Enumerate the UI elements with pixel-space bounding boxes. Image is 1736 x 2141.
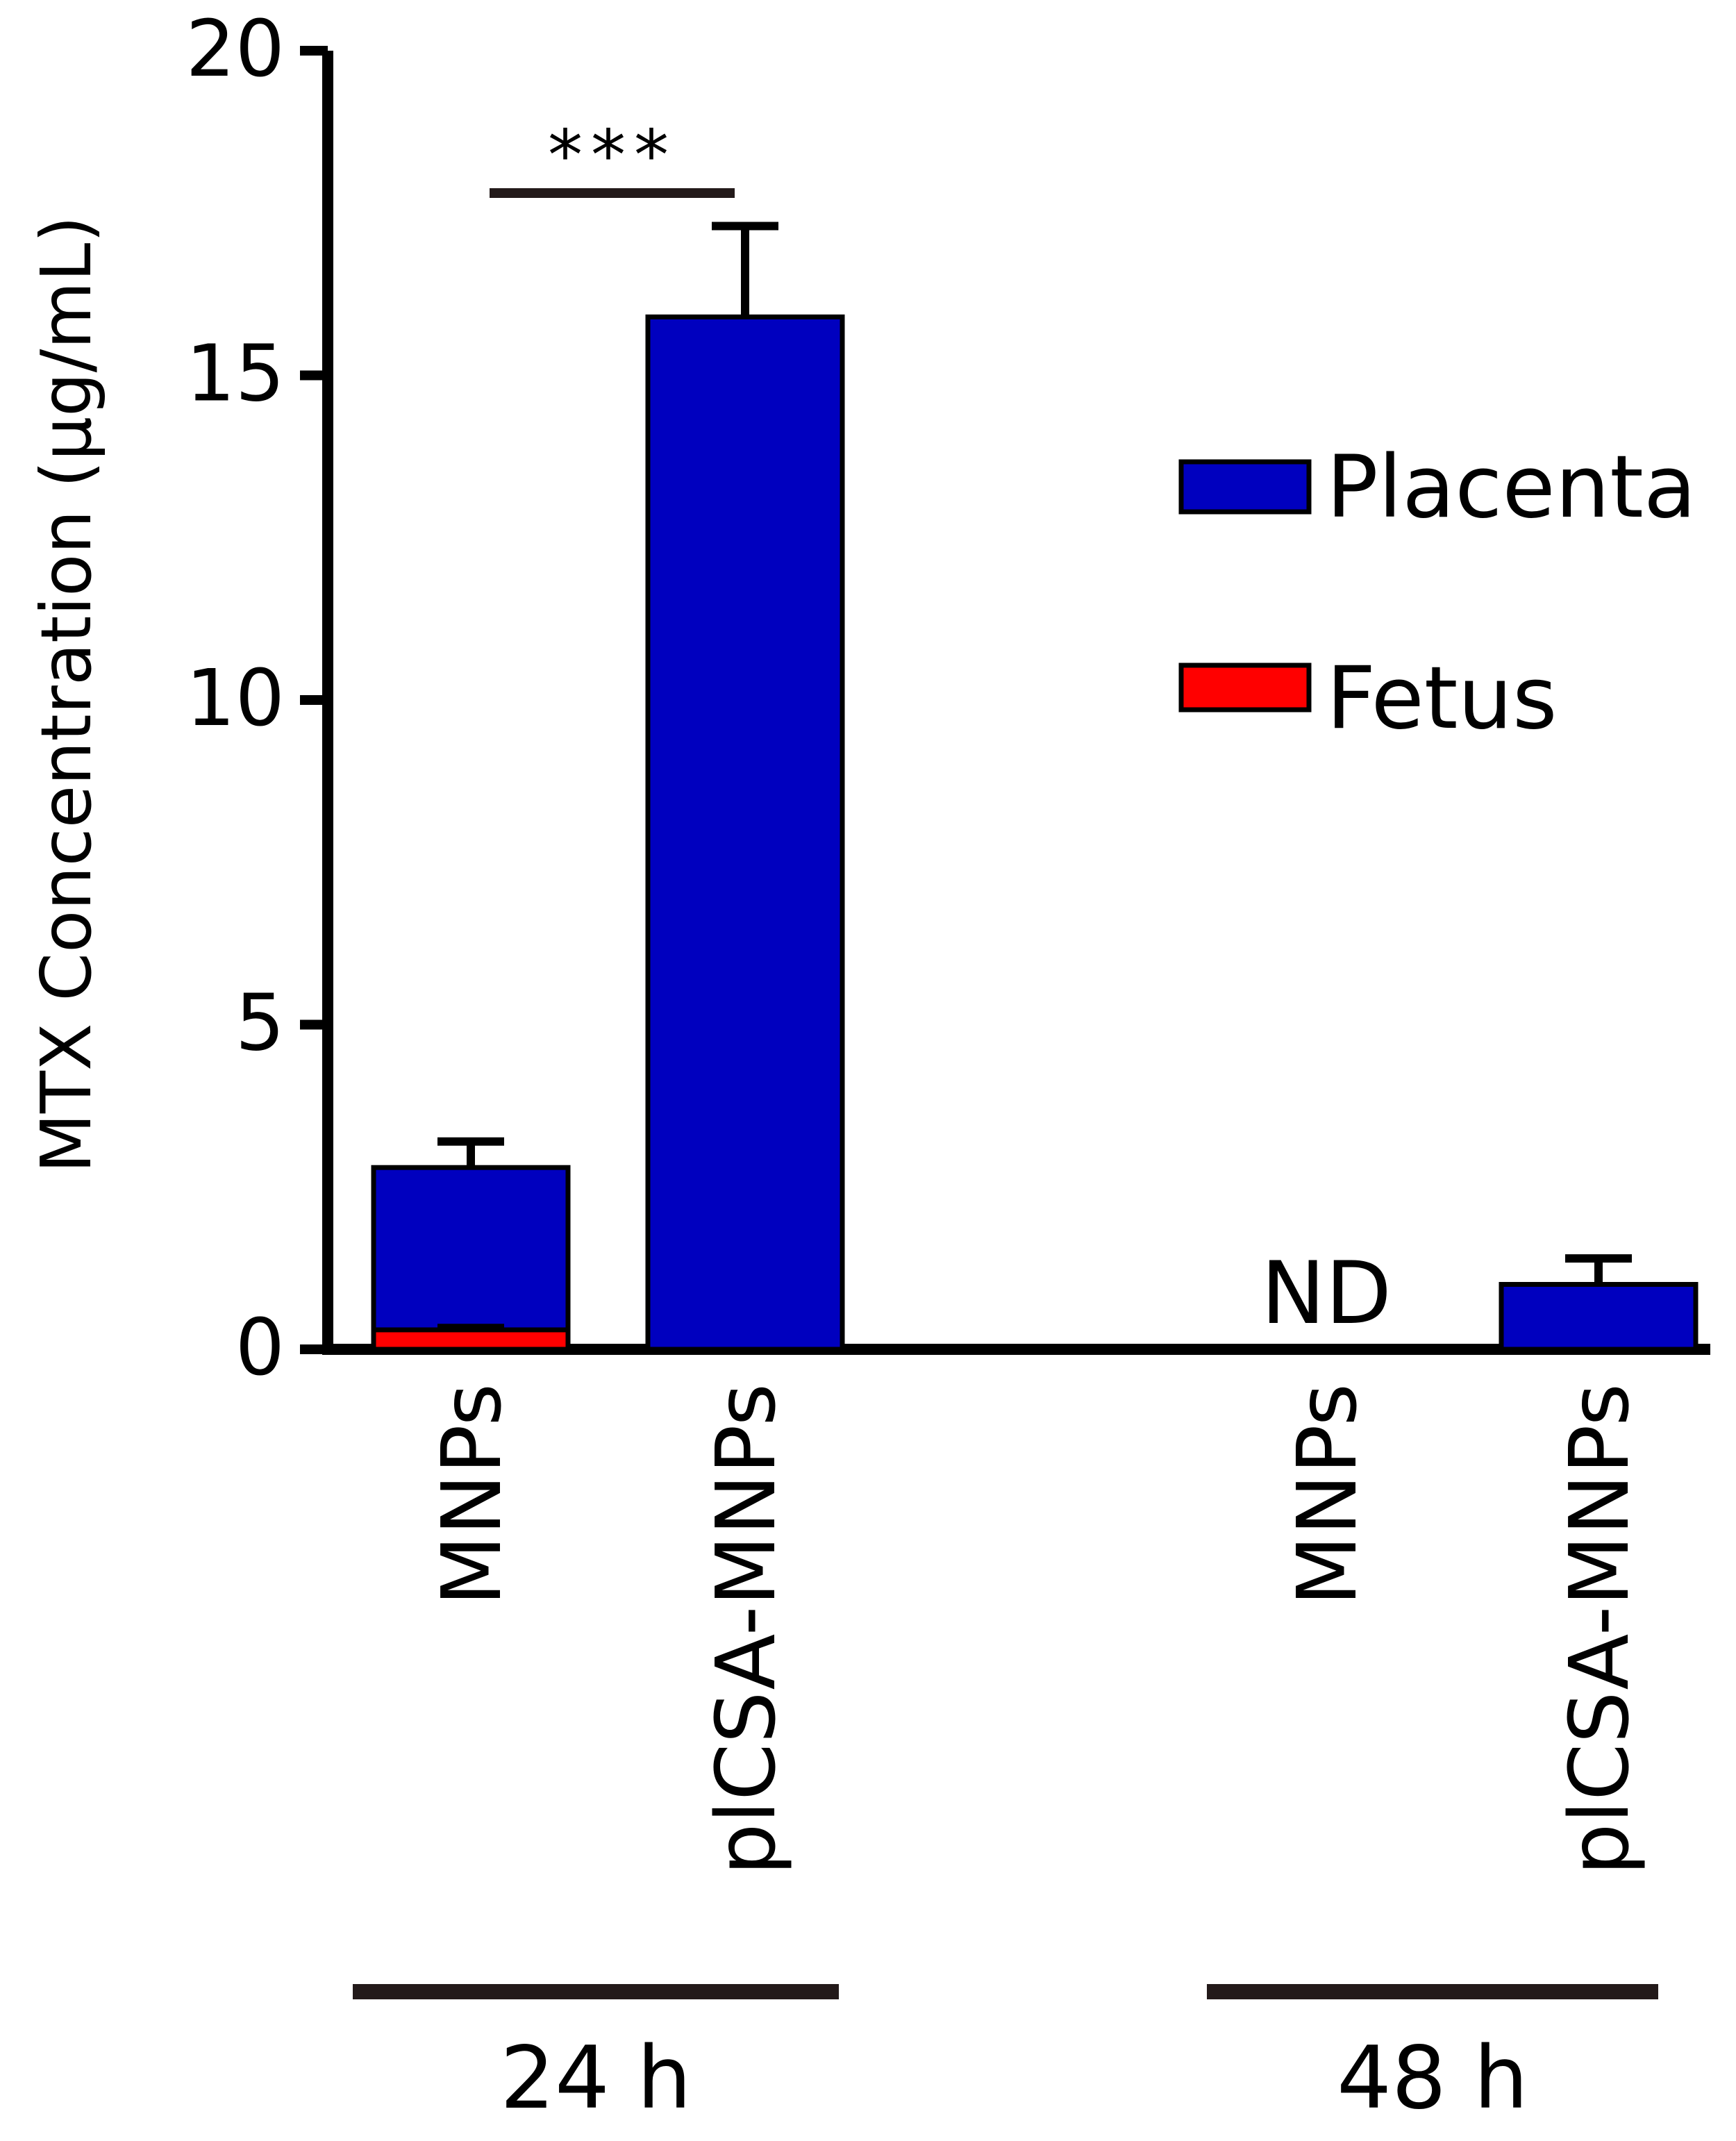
bars: ND [371,222,1699,1352]
y-tick-label: 5 [235,978,285,1069]
legend: Placenta Fetus [1178,438,1696,749]
x-tick-label: plCSA-MNPs [698,1383,794,1876]
legend-swatch-fetus [1178,663,1312,713]
significance-label: *** [548,115,677,196]
legend-label-placenta: Placenta [1326,438,1696,538]
legend-label-fetus: Fetus [1326,649,1558,749]
x-tick-label: MNPs [1279,1383,1375,1606]
y-tick-label: 15 [185,329,285,419]
bar-placenta [1499,1282,1699,1352]
y-axis-label: MTX Concentration (μg/mL) [26,216,107,1174]
group-label: 24 h [500,2028,692,2128]
legend-swatch-placenta [1178,459,1312,515]
x-tick-label: MNPs [424,1383,519,1606]
y-tick-label: 10 [185,653,285,744]
group-label: 48 h [1337,2028,1528,2128]
y-tick-label: 0 [235,1303,285,1393]
bar-fetus [371,1327,571,1352]
bar-annotation: ND [1261,1244,1392,1344]
bar-placenta [645,314,845,1352]
group-labels: 24 h 48 h [353,1984,1658,2128]
y-axis-ticks: 0 5 10 15 20 [185,4,328,1393]
bar-placenta [371,1165,571,1352]
y-tick-label: 20 [185,4,285,94]
x-axis-tick-labels: MNPs plCSA-MNPs MNPs plCSA-MNPs [424,1383,1647,1876]
x-tick-label: plCSA-MNPs [1551,1383,1647,1876]
